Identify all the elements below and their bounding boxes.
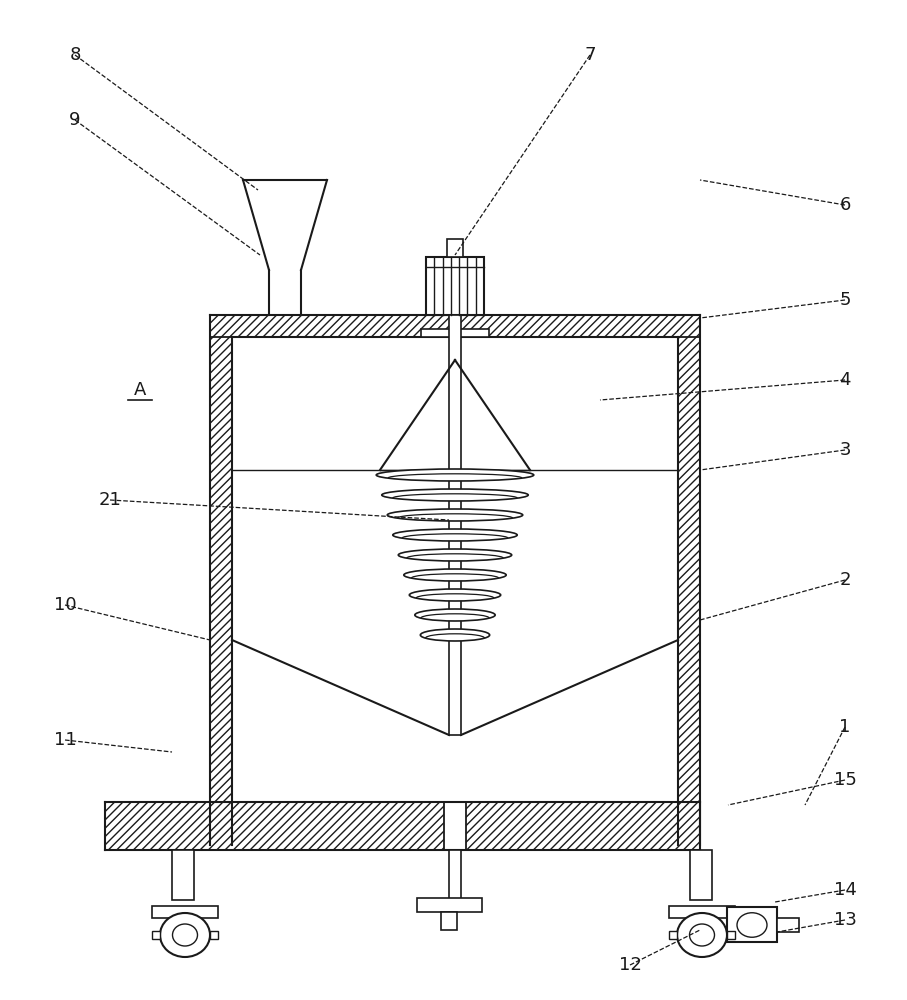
Bar [417,898,482,912]
Bar [449,850,461,900]
Bar [466,802,700,850]
Bar [210,315,232,845]
Text: 15: 15 [834,771,856,789]
Bar [449,315,461,735]
Bar [426,257,484,315]
Bar [441,912,457,930]
Ellipse shape [387,509,522,521]
Ellipse shape [677,913,727,957]
Bar [210,315,700,337]
Text: 4: 4 [839,371,851,389]
Text: 13: 13 [834,911,856,929]
Bar [727,907,777,942]
Text: 5: 5 [839,291,851,309]
Bar [152,931,160,939]
Text: 8: 8 [69,46,81,64]
Bar [777,918,799,932]
Bar [421,329,489,337]
Bar [727,931,735,939]
Text: 3: 3 [839,441,851,459]
Text: 7: 7 [584,46,596,64]
Text: 6: 6 [839,196,851,214]
Bar [669,906,735,918]
Text: 9: 9 [69,111,81,129]
Bar [152,906,218,918]
Bar [678,315,700,845]
Ellipse shape [420,629,490,641]
Text: 10: 10 [54,596,76,614]
Text: 2: 2 [839,571,851,589]
Bar [105,802,444,850]
Ellipse shape [689,924,715,946]
Text: 14: 14 [834,881,856,899]
Text: 21: 21 [99,491,122,509]
Text: 1: 1 [839,718,851,736]
Ellipse shape [393,529,517,541]
Ellipse shape [737,913,767,937]
Ellipse shape [160,913,210,957]
Text: A: A [134,381,146,399]
Ellipse shape [404,569,506,581]
Ellipse shape [398,549,512,561]
Ellipse shape [409,589,501,601]
Text: 11: 11 [54,731,76,749]
Bar [669,931,677,939]
Bar [690,850,712,900]
Bar [232,337,678,845]
Bar [210,931,218,939]
Ellipse shape [382,489,528,501]
Ellipse shape [414,609,495,621]
Text: 12: 12 [619,956,641,974]
Ellipse shape [172,924,198,946]
Ellipse shape [376,469,533,481]
Bar [172,850,194,900]
Bar [447,239,463,257]
